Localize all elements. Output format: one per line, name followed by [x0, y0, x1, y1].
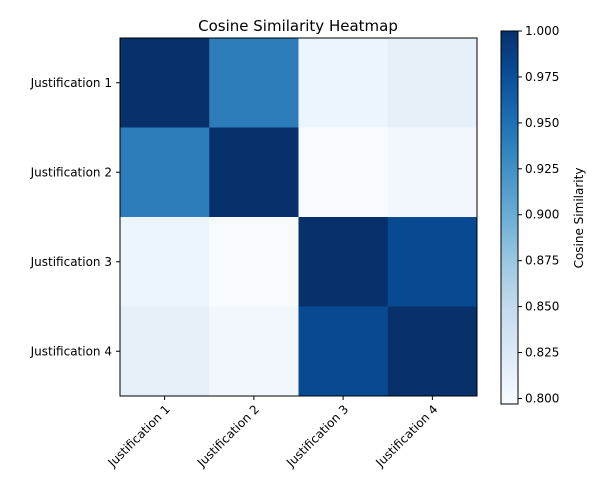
x-tick-label: Justification 3: [283, 402, 351, 470]
y-tick-label: Justification 2: [30, 165, 112, 179]
heatmap-cell: [387, 127, 478, 218]
colorbar-tick-label: 0.850: [525, 300, 559, 314]
heatmap-cell: [298, 38, 389, 128]
heatmap-cell: [209, 38, 299, 128]
colorbar-tick-label: 0.825: [525, 346, 559, 360]
colorbar-tick-label: 0.925: [525, 162, 559, 176]
colorbar-tick-label: 0.900: [525, 208, 559, 222]
colorbar-tick-label: 0.875: [525, 254, 559, 268]
colorbar-label: Cosine Similarity: [572, 168, 586, 269]
colorbar-tick-label: 0.950: [525, 116, 559, 130]
heatmap-cell: [120, 38, 210, 128]
heatmap-cell: [120, 306, 210, 397]
heatmap-cell: [298, 306, 389, 397]
colorbar-tick-label: 0.800: [525, 391, 559, 405]
colorbar-ticks: 1.000 0.975 0.950 0.925 0.900 0.875 0.850 0.825…: [518, 24, 559, 405]
colorbar: 1.000 0.975 0.950 0.925 0.900 0.875 0.850 0.825…: [500, 24, 586, 405]
heatmap-cell: [120, 127, 210, 218]
x-tick-label: Justification 4: [372, 402, 440, 470]
heatmap-cell: [387, 217, 478, 307]
y-tick-label: Justification 4: [30, 344, 112, 358]
x-tick-label: Justification 1: [105, 402, 173, 470]
y-axis: Justification 1 Justification 2 Justificat…: [30, 76, 120, 358]
heatmap-cell: [209, 217, 299, 307]
x-axis: Justification 1 Justification 2 Justificat…: [105, 396, 440, 470]
heatmap-cell: [387, 306, 478, 397]
heatmap-cell: [209, 127, 299, 218]
y-tick-label: Justification 3: [30, 255, 112, 269]
heatmap-cell: [298, 127, 389, 218]
colorbar-tick-label: 0.975: [525, 70, 559, 84]
plot-frame: [119, 37, 478, 397]
y-tick-label: Justification 1: [30, 76, 112, 90]
colorbar-tick-label: 1.000: [525, 24, 559, 38]
heatmap-cell: [298, 217, 389, 307]
chart-title: Cosine Similarity Heatmap: [198, 17, 398, 35]
heatmap-cell: [120, 217, 210, 307]
x-tick-label: Justification 2: [194, 402, 262, 470]
heatmap-cell: [387, 38, 478, 128]
heatmap-cells: [120, 38, 478, 397]
heatmap-cell: [209, 306, 299, 397]
colorbar-gradient: [500, 30, 519, 405]
